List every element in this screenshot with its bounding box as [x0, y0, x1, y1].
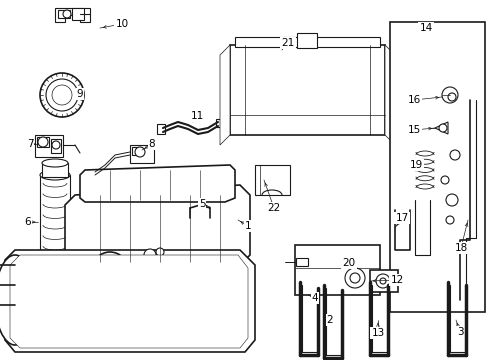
Circle shape — [156, 248, 163, 256]
Text: 3: 3 — [456, 327, 462, 337]
Circle shape — [345, 268, 364, 288]
Text: 2: 2 — [326, 315, 333, 325]
Text: 13: 13 — [370, 328, 384, 338]
Bar — [157, 124, 164, 134]
Polygon shape — [10, 255, 247, 348]
Bar — [296, 33, 316, 48]
Circle shape — [40, 73, 84, 117]
Text: 9: 9 — [77, 89, 83, 99]
Text: 20: 20 — [342, 258, 355, 268]
Bar — [235, 37, 379, 47]
Circle shape — [92, 252, 128, 288]
Text: 6: 6 — [24, 217, 31, 227]
Text: 4: 4 — [311, 293, 318, 303]
Text: 8: 8 — [148, 139, 155, 149]
Text: 18: 18 — [453, 243, 467, 253]
Circle shape — [38, 137, 48, 147]
Circle shape — [375, 274, 389, 288]
Circle shape — [143, 249, 156, 261]
Bar — [295, 258, 307, 266]
Text: 14: 14 — [419, 23, 432, 33]
Text: 10: 10 — [115, 19, 128, 29]
Polygon shape — [434, 122, 447, 134]
Ellipse shape — [42, 159, 68, 167]
Circle shape — [349, 273, 359, 283]
Text: 7: 7 — [27, 139, 33, 149]
Circle shape — [52, 85, 72, 105]
Text: 16: 16 — [407, 95, 420, 105]
Polygon shape — [220, 45, 229, 145]
Polygon shape — [80, 165, 235, 202]
Text: 17: 17 — [395, 213, 408, 223]
Circle shape — [445, 216, 453, 224]
Polygon shape — [55, 8, 90, 22]
Circle shape — [445, 194, 457, 206]
Circle shape — [135, 147, 145, 157]
Ellipse shape — [0, 255, 35, 345]
Bar — [37, 137, 49, 147]
Polygon shape — [5, 250, 254, 352]
Polygon shape — [65, 185, 249, 265]
Circle shape — [100, 260, 120, 280]
Text: 19: 19 — [408, 160, 422, 170]
Text: 21: 21 — [281, 38, 294, 48]
Ellipse shape — [40, 270, 70, 280]
Circle shape — [379, 278, 385, 284]
Circle shape — [46, 79, 78, 111]
Bar — [72, 8, 84, 20]
Bar — [216, 119, 224, 127]
Circle shape — [441, 87, 457, 103]
Circle shape — [447, 93, 455, 101]
Bar — [369, 270, 397, 292]
Bar — [254, 165, 289, 195]
Text: 5: 5 — [198, 199, 205, 209]
Bar — [40, 175, 70, 275]
Text: 12: 12 — [389, 275, 403, 285]
Bar — [294, 245, 379, 295]
Text: 11: 11 — [190, 111, 203, 121]
Bar — [42, 163, 68, 177]
Circle shape — [438, 124, 446, 132]
Bar — [58, 10, 70, 18]
Circle shape — [449, 150, 459, 160]
Text: 22: 22 — [267, 203, 280, 213]
Circle shape — [440, 176, 448, 184]
Bar — [229, 45, 384, 135]
Text: 1: 1 — [244, 221, 251, 231]
Bar — [132, 147, 142, 155]
Circle shape — [63, 10, 71, 18]
Bar — [130, 145, 154, 163]
Bar — [51, 139, 61, 153]
Circle shape — [52, 141, 60, 149]
Bar — [35, 135, 63, 157]
Polygon shape — [384, 45, 394, 145]
Ellipse shape — [40, 170, 70, 180]
Bar — [389, 22, 484, 312]
Text: 15: 15 — [407, 125, 420, 135]
